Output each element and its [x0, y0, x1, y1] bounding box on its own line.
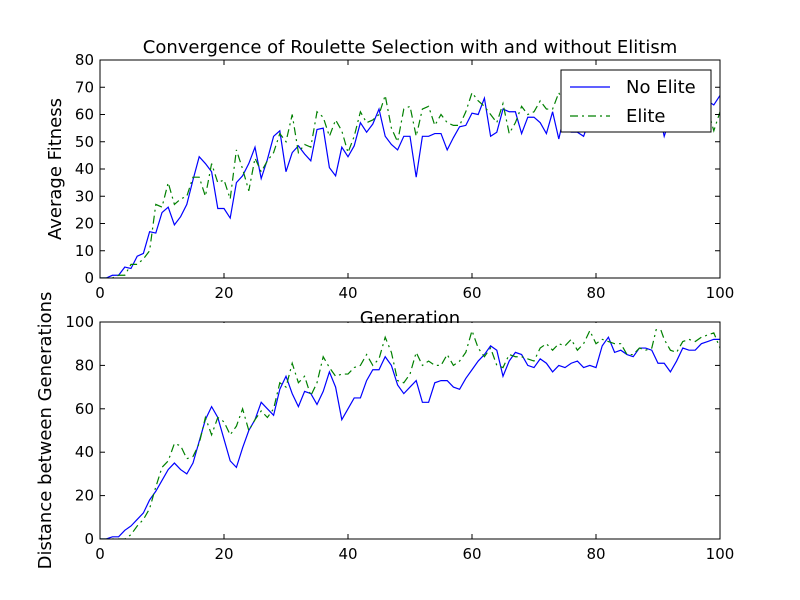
y-tick-label: 30 — [75, 187, 94, 205]
x-tick-label: 100 — [706, 284, 735, 302]
legend-box — [560, 69, 712, 133]
y-tick-label: 0 — [84, 530, 94, 548]
y-axis-label: Average Fitness — [45, 98, 66, 240]
x-tick-label: 80 — [586, 284, 605, 302]
y-tick-label: 20 — [75, 487, 94, 505]
y-tick-label: 50 — [75, 133, 94, 151]
y-tick-label: 100 — [65, 313, 94, 331]
x-tick-label: 20 — [214, 284, 233, 302]
y-tick-label: 60 — [75, 106, 94, 124]
legend: No Elite Elite — [560, 69, 712, 133]
legend-entry-label: Elite — [626, 106, 666, 127]
y-tick-label: 20 — [75, 215, 94, 233]
y-tick-label: 60 — [75, 400, 94, 418]
x-tick-label: 80 — [586, 545, 605, 563]
y-tick-label: 80 — [75, 51, 94, 69]
x-tick-label: 60 — [462, 284, 481, 302]
x-tick-label: 40 — [338, 545, 357, 563]
y-tick-label: 10 — [75, 242, 94, 260]
series-line-no-elite — [100, 335, 720, 539]
plot-panel-2: 0 20 40 60 80 100 0 20 40 60 80 100 Distance between… — [35, 292, 734, 570]
y-tick-label: 70 — [75, 78, 94, 96]
x-tick-label: 40 — [338, 284, 357, 302]
y-tick-label: 40 — [75, 443, 94, 461]
x-tick-label: 0 — [95, 545, 105, 563]
x-tick-label: 60 — [462, 545, 481, 563]
y-tick-label: 80 — [75, 356, 94, 374]
x-tick-label: 20 — [214, 545, 233, 563]
chart-title: Convergence of Roulette Selection with a… — [143, 37, 677, 58]
x-tick-label: 0 — [95, 284, 105, 302]
y-tick-label: 40 — [75, 160, 94, 178]
x-tick-label: 100 — [706, 545, 735, 563]
axes-frame — [99, 321, 721, 540]
legend-entry-label: No Elite — [626, 77, 696, 98]
y-axis-label: Distance between Generations — [35, 292, 56, 570]
overlap-mask — [101, 323, 719, 329]
y-tick-label: 0 — [84, 269, 94, 287]
